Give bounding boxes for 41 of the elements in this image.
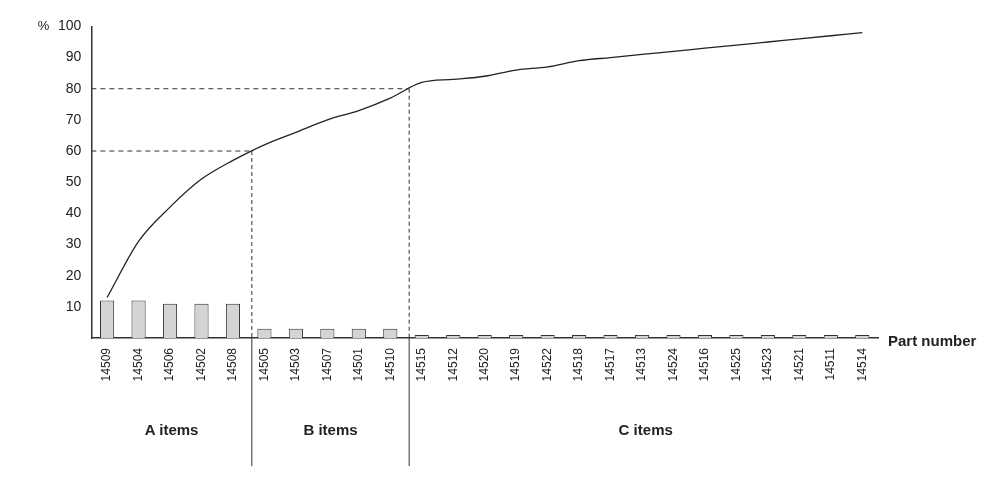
x-tick-label: 14503 <box>288 347 303 382</box>
y-tick-label: 10 <box>65 297 82 314</box>
y-tick-label: 100 <box>58 17 82 34</box>
y-tick-label: 30 <box>65 235 82 252</box>
text: A items <box>144 421 199 439</box>
x-tick-label: 14512 <box>445 347 460 382</box>
x-tick-label: 14502 <box>193 347 208 382</box>
x-tick-label: 14506 <box>162 347 177 382</box>
x-tick-label: 14522 <box>539 347 554 382</box>
y-tick-label: 20 <box>65 266 82 283</box>
y-axis-title: % <box>37 17 50 33</box>
x-tick-label: 14518 <box>571 347 586 382</box>
x-tick-label: 14507 <box>319 347 334 382</box>
x-tick-label: 14510 <box>382 347 397 382</box>
line-series <box>106 31 863 299</box>
x-tick-label: 14516 <box>697 347 712 382</box>
x-tick-label: 14523 <box>760 347 775 382</box>
x-tick-label: 14513 <box>634 347 649 382</box>
x-tick-label: 14524 <box>665 347 680 382</box>
x-tick-label: 14501 <box>351 347 366 382</box>
y-tick-label: 70 <box>65 110 82 127</box>
x-tick-label: 14511 <box>823 347 838 381</box>
y-tick-label: 50 <box>65 173 82 190</box>
x-tick-label: 14520 <box>476 347 491 382</box>
x-tick-label: 14519 <box>508 347 523 382</box>
x-axis-title: Part number <box>888 332 977 350</box>
y-tick-label: 90 <box>65 48 82 65</box>
x-tick-label: 14517 <box>602 347 617 382</box>
x-tick-label: 14514 <box>854 347 869 382</box>
y-tick-label: 40 <box>65 204 82 221</box>
x-tick-label: 14521 <box>791 347 806 382</box>
y-tick-label: 60 <box>65 141 82 158</box>
x-tick-label: 14505 <box>256 347 271 382</box>
text: C items <box>618 421 673 439</box>
x-tick-label: 14504 <box>130 347 145 382</box>
text: B items <box>303 421 358 439</box>
x-tick-label: 14525 <box>728 347 743 382</box>
x-tick-label: 14508 <box>225 347 240 382</box>
y-tick-label: 80 <box>65 79 82 96</box>
x-tick-label: 14509 <box>99 347 114 382</box>
x-tick-label: 14515 <box>414 347 429 382</box>
